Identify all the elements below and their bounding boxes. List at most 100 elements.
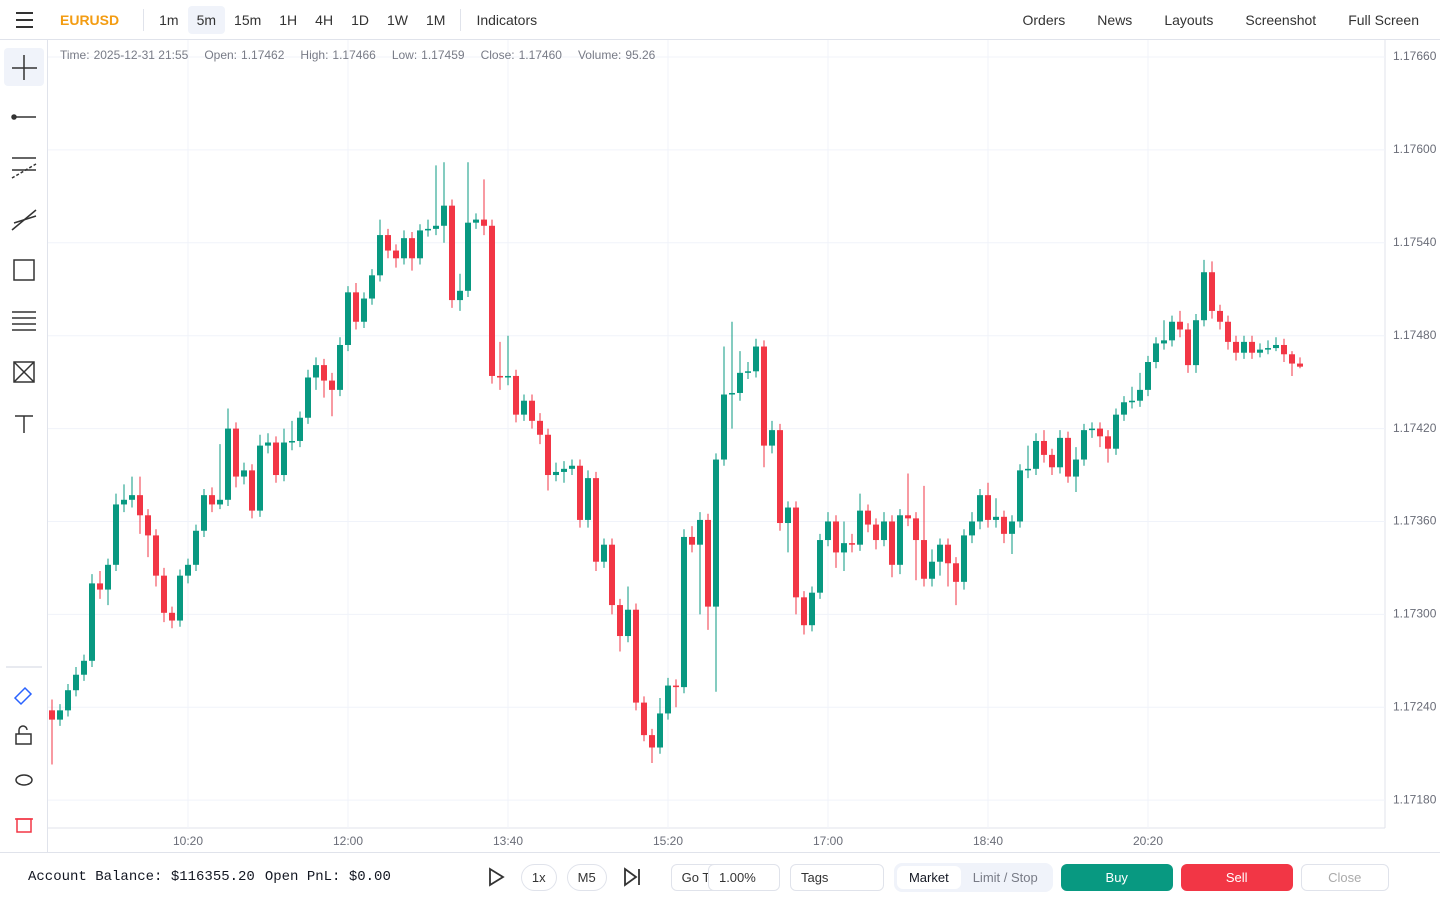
line-tool[interactable]: [11, 114, 36, 120]
candle-body: [1073, 459, 1079, 477]
order-type[interactable]: Market: [896, 865, 961, 889]
indicators-button[interactable]: Indicators: [476, 11, 538, 28]
candle-body: [737, 372, 743, 393]
candle-body: [233, 428, 239, 477]
order-type[interactable]: Limit / Stop: [972, 869, 1038, 885]
candle-body: [633, 609, 639, 703]
text-tool[interactable]: [15, 415, 33, 433]
candle-body: [209, 495, 215, 505]
tags-select[interactable]: Tags: [789, 863, 884, 891]
candle-body: [617, 605, 623, 637]
channel-tool[interactable]: [11, 157, 37, 179]
timeframe-button[interactable]: 4H: [315, 11, 334, 28]
toolbar-button[interactable]: Full Screen: [1348, 11, 1419, 28]
visibility-tool[interactable]: [15, 774, 33, 786]
symbol[interactable]: EURUSD: [60, 11, 120, 28]
candle-body: [561, 468, 567, 472]
step-button[interactable]: [617, 865, 647, 889]
candle-body: [537, 420, 543, 435]
info-item: Time: 2025-12-31 21:55: [60, 48, 188, 62]
trend-tool[interactable]: [11, 209, 37, 231]
info-value: 1.17460: [518, 48, 562, 62]
candle-body: [513, 375, 519, 415]
timeframe-button[interactable]: M5: [566, 863, 607, 891]
candle-body: [713, 459, 719, 607]
candle-body: [1289, 354, 1295, 364]
candle-body: [1297, 363, 1303, 367]
timeframe-button[interactable]: 1m: [159, 11, 179, 28]
candle-body: [729, 392, 735, 395]
candle-body: [1145, 362, 1151, 390]
info-value: 1.17462: [241, 48, 285, 62]
menu-icon[interactable]: [0, 0, 48, 39]
fib-tool[interactable]: [12, 311, 36, 331]
timeframe-button[interactable]: 1M: [425, 11, 446, 28]
candle-body: [57, 710, 63, 720]
rectangle-tool[interactable]: [13, 259, 35, 281]
candle-body: [937, 544, 943, 562]
crosshair-tool[interactable]: [12, 55, 37, 80]
candle-body: [1089, 428, 1095, 431]
candle-body: [785, 507, 791, 524]
risk-input[interactable]: 1.00%: [707, 863, 780, 891]
order-type-toggle: Market Limit / Stop: [893, 862, 1053, 892]
candle-body: [673, 685, 679, 688]
toolbar-button[interactable]: News: [1097, 11, 1133, 28]
candle-body: [161, 575, 167, 613]
candle-body: [761, 346, 767, 446]
y-tick-label: 1.17540: [1393, 235, 1437, 249]
toolbar-button[interactable]: Orders: [1022, 11, 1066, 28]
chart: 1.17660 1.17600 1.17540 1.17480 1.17420 1.173…: [48, 40, 1437, 848]
x-tick-label: 15:20: [653, 834, 683, 848]
speed-button[interactable]: 1x: [520, 863, 557, 891]
candle-body: [1025, 468, 1031, 471]
candle-body: [1137, 389, 1143, 401]
candle-body: [697, 519, 703, 545]
toolbar-button[interactable]: Screenshot: [1245, 11, 1317, 28]
candle-body: [817, 540, 823, 593]
magnet-tool[interactable]: [13, 686, 33, 706]
info-item: Open: 1.17462: [204, 48, 284, 62]
candle-body: [337, 344, 343, 390]
candle-body: [449, 205, 455, 301]
play-button[interactable]: [481, 865, 511, 889]
timeframe-button[interactable]: 1W: [386, 11, 408, 28]
candle-body: [441, 205, 447, 226]
candle-body: [913, 518, 919, 541]
lock-tool[interactable]: [15, 725, 32, 745]
candle-body: [401, 238, 407, 259]
candle-body: [121, 499, 127, 505]
pattern-tool[interactable]: [13, 361, 35, 383]
candle-body: [345, 292, 351, 345]
candle-body: [129, 495, 135, 500]
top-toolbar: EURUSD 1m 5m 15m 1H 4H 1D 1W 1M Indicators Orde…: [0, 0, 1440, 40]
candle-body: [1169, 321, 1175, 341]
candle-body: [1129, 400, 1135, 403]
candle-body: [145, 515, 151, 536]
sell-button[interactable]: Sell: [1180, 863, 1293, 891]
candle-body: [321, 365, 327, 381]
candle-body: [625, 609, 631, 637]
timeframe-button[interactable]: 1D: [351, 11, 369, 28]
timeframe-button[interactable]: 15m: [234, 11, 262, 28]
candle-body: [1033, 440, 1039, 469]
candle-body: [1217, 310, 1223, 322]
info-item: Close: 1.17460: [481, 48, 562, 62]
ohlc-info: Time: 2025-12-31 21:55 Open: 1.17462 High: 1.…: [60, 48, 655, 62]
candle-body: [193, 530, 199, 565]
candle-body: [177, 575, 183, 621]
candle-body: [977, 495, 983, 522]
timeframe-button[interactable]: 1H: [279, 11, 298, 28]
toolbar-button[interactable]: Layouts: [1164, 11, 1214, 28]
candle-body: [849, 543, 855, 545]
candle-body: [601, 544, 607, 562]
info-label: Open:: [204, 48, 238, 62]
delete-tool[interactable]: [15, 818, 33, 833]
bottom-bar: Account Balance: $116355.20 Open PnL: $0…: [0, 852, 1440, 901]
buy-button[interactable]: Buy: [1060, 863, 1173, 891]
close-button[interactable]: Close: [1300, 863, 1389, 891]
timeframe-button[interactable]: 5m: [187, 5, 226, 34]
candle-body: [217, 499, 223, 505]
y-tick-label: 1.17660: [1393, 49, 1437, 63]
candle-body: [657, 713, 663, 748]
